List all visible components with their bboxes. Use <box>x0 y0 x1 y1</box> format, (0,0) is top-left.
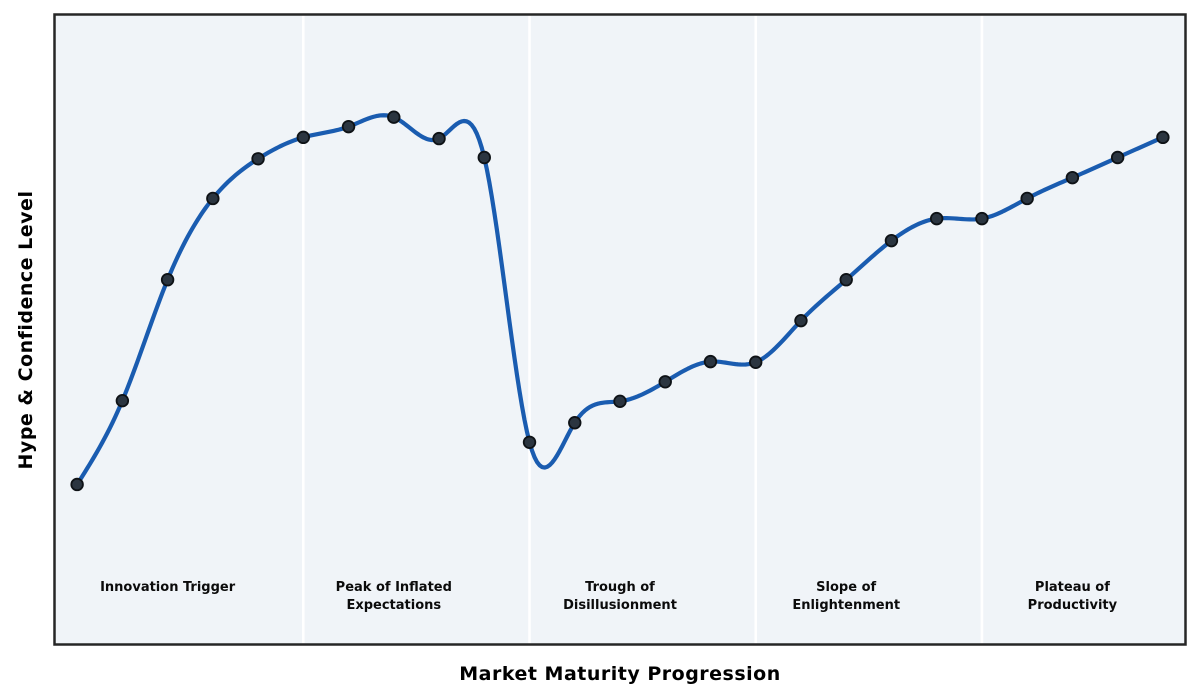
data-point <box>884 233 899 248</box>
data-point <box>341 119 356 134</box>
data-point <box>251 152 265 166</box>
phase-label-innovation-trigger: Innovation Trigger <box>100 580 236 595</box>
phase-label-plateau-of-productivity: Plateau of Productivity <box>1027 580 1118 613</box>
data-point <box>477 150 491 165</box>
data-point <box>749 355 763 369</box>
data-point <box>929 211 944 226</box>
data-point <box>1156 130 1170 145</box>
data-point <box>70 477 84 492</box>
data-point <box>115 393 130 408</box>
data-point <box>1020 191 1034 206</box>
x-axis-label: Market Maturity Progression <box>459 663 781 685</box>
data-point <box>387 110 401 124</box>
data-point <box>703 354 718 369</box>
data-point <box>794 313 808 328</box>
data-point <box>839 273 853 287</box>
data-point <box>658 375 672 389</box>
data-point <box>613 394 627 409</box>
data-point <box>522 435 537 449</box>
data-point <box>296 130 311 145</box>
plot-border <box>53 13 1187 646</box>
plot-background <box>54 14 1186 645</box>
data-point <box>1110 150 1125 165</box>
y-axis-label: Hype & Confidence Level <box>15 190 37 470</box>
data-point <box>432 131 446 146</box>
data-point <box>975 211 989 226</box>
phase-label-trough-of-disillusionment: Trough of Disillusionment <box>563 580 677 613</box>
data-point <box>1065 170 1080 185</box>
data-point <box>160 273 175 287</box>
data-point <box>568 416 582 430</box>
data-point <box>206 191 220 206</box>
phase-label-slope-of-enlightenment: Slope of Enlightenment <box>792 580 901 613</box>
phase-label-peak-of-inflated-expectations: Peak of Inflated Expectations <box>335 580 452 613</box>
